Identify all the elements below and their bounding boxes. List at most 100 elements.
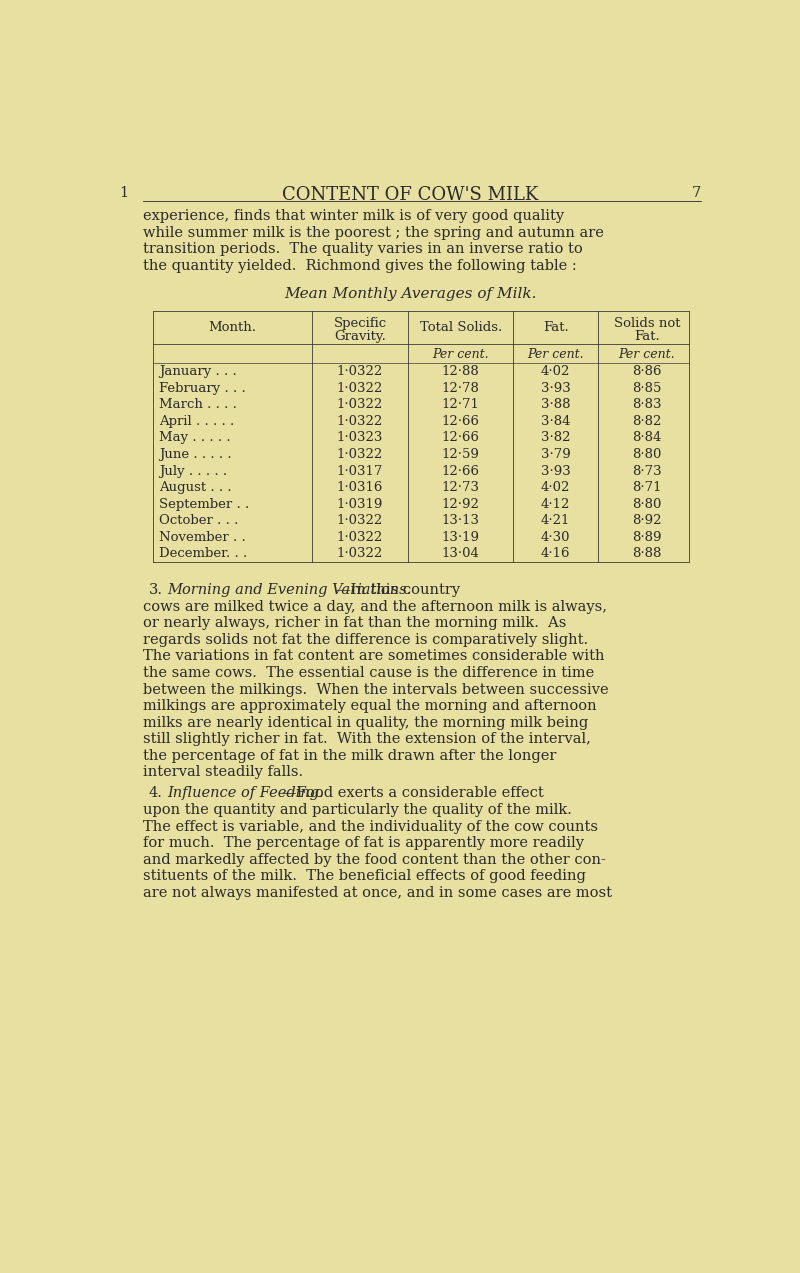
Text: 12·59: 12·59: [442, 448, 480, 461]
Text: the same cows.  The essential cause is the difference in time: the same cows. The essential cause is th…: [142, 666, 594, 680]
Text: —Food exerts a considerable effect: —Food exerts a considerable effect: [282, 787, 544, 801]
Text: 3.: 3.: [149, 583, 163, 597]
Text: CONTENT OF COW'S MILK: CONTENT OF COW'S MILK: [282, 186, 538, 204]
Text: 4·02: 4·02: [541, 481, 570, 494]
Text: Gravity.: Gravity.: [334, 330, 386, 342]
Text: between the milkings.  When the intervals between successive: between the milkings. When the intervals…: [142, 682, 608, 696]
Text: January . . .: January . . .: [159, 365, 237, 378]
Text: Per cent.: Per cent.: [618, 348, 675, 360]
Text: 13·19: 13·19: [442, 531, 480, 544]
Text: interval steadily falls.: interval steadily falls.: [142, 765, 302, 779]
Text: 4·12: 4·12: [541, 498, 570, 510]
Text: 4·02: 4·02: [541, 365, 570, 378]
Text: July . . . . .: July . . . . .: [159, 465, 227, 477]
Text: 1: 1: [119, 186, 129, 200]
Text: 8·92: 8·92: [632, 514, 662, 527]
Text: 1·0322: 1·0322: [337, 547, 383, 560]
Text: milkings are approximately equal the morning and afternoon: milkings are approximately equal the mor…: [142, 699, 596, 713]
Text: 1·0322: 1·0322: [337, 415, 383, 428]
Text: 8·80: 8·80: [632, 448, 662, 461]
Text: Fat.: Fat.: [543, 321, 569, 335]
Text: 8·89: 8·89: [632, 531, 662, 544]
Text: 8·85: 8·85: [632, 382, 662, 395]
Text: 8·82: 8·82: [632, 415, 662, 428]
Text: 3·82: 3·82: [541, 432, 570, 444]
Text: are not always manifested at once, and in some cases are most: are not always manifested at once, and i…: [142, 886, 612, 900]
Text: 1·0322: 1·0322: [337, 514, 383, 527]
Text: 1·0317: 1·0317: [337, 465, 383, 477]
Text: experience, finds that winter milk is of very good quality: experience, finds that winter milk is of…: [142, 209, 564, 223]
Text: 3·88: 3·88: [541, 398, 570, 411]
Text: cows are milked twice a day, and the afternoon milk is always,: cows are milked twice a day, and the aft…: [142, 600, 606, 614]
Text: Fat.: Fat.: [634, 330, 660, 342]
Text: 12·66: 12·66: [442, 465, 480, 477]
Text: 4·16: 4·16: [541, 547, 570, 560]
Text: stituents of the milk.  The beneficial effects of good feeding: stituents of the milk. The beneficial ef…: [142, 869, 586, 883]
Text: 12·78: 12·78: [442, 382, 480, 395]
Text: 3·79: 3·79: [541, 448, 570, 461]
Text: regards solids not fat the difference is comparatively slight.: regards solids not fat the difference is…: [142, 633, 588, 647]
Text: Morning and Evening Variations.: Morning and Evening Variations.: [167, 583, 412, 597]
Text: 12·92: 12·92: [442, 498, 480, 510]
Text: or nearly always, richer in fat than the morning milk.  As: or nearly always, richer in fat than the…: [142, 616, 566, 630]
Text: March . . . .: March . . . .: [159, 398, 237, 411]
Text: 8·84: 8·84: [632, 432, 662, 444]
Text: 8·80: 8·80: [632, 498, 662, 510]
Text: June . . . . .: June . . . . .: [159, 448, 231, 461]
Text: February . . .: February . . .: [159, 382, 246, 395]
Text: the percentage of fat in the milk drawn after the longer: the percentage of fat in the milk drawn …: [142, 749, 556, 763]
Text: 8·71: 8·71: [632, 481, 662, 494]
Text: Total Solids.: Total Solids.: [420, 321, 502, 335]
Text: 8·88: 8·88: [632, 547, 662, 560]
Text: Per cent.: Per cent.: [527, 348, 584, 360]
Text: and markedly affected by the food content than the other con-: and markedly affected by the food conten…: [142, 853, 606, 867]
Text: December. . .: December. . .: [159, 547, 247, 560]
Text: upon the quantity and particularly the quality of the milk.: upon the quantity and particularly the q…: [142, 803, 571, 817]
Text: Per cent.: Per cent.: [433, 348, 489, 360]
Text: Influence of Feeding.: Influence of Feeding.: [167, 787, 324, 801]
Text: 3·93: 3·93: [541, 382, 570, 395]
Text: 1·0323: 1·0323: [337, 432, 383, 444]
Text: 1·0322: 1·0322: [337, 398, 383, 411]
Text: 1·0322: 1·0322: [337, 531, 383, 544]
Text: 3·84: 3·84: [541, 415, 570, 428]
Text: 1·0316: 1·0316: [337, 481, 383, 494]
Text: 8·83: 8·83: [632, 398, 662, 411]
Text: 13·04: 13·04: [442, 547, 480, 560]
Text: —In this country: —In this country: [337, 583, 461, 597]
Text: still slightly richer in fat.  With the extension of the interval,: still slightly richer in fat. With the e…: [142, 732, 590, 746]
Text: Month.: Month.: [208, 321, 256, 335]
Text: 12·71: 12·71: [442, 398, 480, 411]
Text: 3·93: 3·93: [541, 465, 570, 477]
Text: 12·66: 12·66: [442, 415, 480, 428]
Text: milks are nearly identical in quality, the morning milk being: milks are nearly identical in quality, t…: [142, 715, 588, 729]
Text: 8·73: 8·73: [632, 465, 662, 477]
Text: for much.  The percentage of fat is apparently more readily: for much. The percentage of fat is appar…: [142, 836, 584, 850]
Text: The variations in fat content are sometimes considerable with: The variations in fat content are someti…: [142, 649, 604, 663]
Text: 1·0322: 1·0322: [337, 365, 383, 378]
Text: 12·66: 12·66: [442, 432, 480, 444]
Text: May . . . . .: May . . . . .: [159, 432, 230, 444]
Text: Solids not: Solids not: [614, 317, 680, 330]
Text: 1·0322: 1·0322: [337, 382, 383, 395]
Text: the quantity yielded.  Richmond gives the following table :: the quantity yielded. Richmond gives the…: [142, 258, 576, 272]
Text: November . .: November . .: [159, 531, 246, 544]
Text: Mean Monthly Averages of Milk.: Mean Monthly Averages of Milk.: [284, 286, 536, 300]
Text: 1·0322: 1·0322: [337, 448, 383, 461]
Text: April . . . . .: April . . . . .: [159, 415, 234, 428]
Text: 13·13: 13·13: [442, 514, 480, 527]
Text: transition periods.  The quality varies in an inverse ratio to: transition periods. The quality varies i…: [142, 242, 582, 256]
Text: 12·73: 12·73: [442, 481, 480, 494]
Text: 7: 7: [691, 186, 701, 200]
Text: while summer milk is the poorest ; the spring and autumn are: while summer milk is the poorest ; the s…: [142, 225, 603, 239]
Text: 4·21: 4·21: [541, 514, 570, 527]
Text: 1·0319: 1·0319: [337, 498, 383, 510]
Text: August . . .: August . . .: [159, 481, 231, 494]
Text: 12·88: 12·88: [442, 365, 480, 378]
Text: Specific: Specific: [334, 317, 386, 330]
Text: The effect is variable, and the individuality of the cow counts: The effect is variable, and the individu…: [142, 820, 598, 834]
Text: September . .: September . .: [159, 498, 249, 510]
Text: 8·86: 8·86: [632, 365, 662, 378]
Text: 4.: 4.: [149, 787, 162, 801]
Text: 4·30: 4·30: [541, 531, 570, 544]
